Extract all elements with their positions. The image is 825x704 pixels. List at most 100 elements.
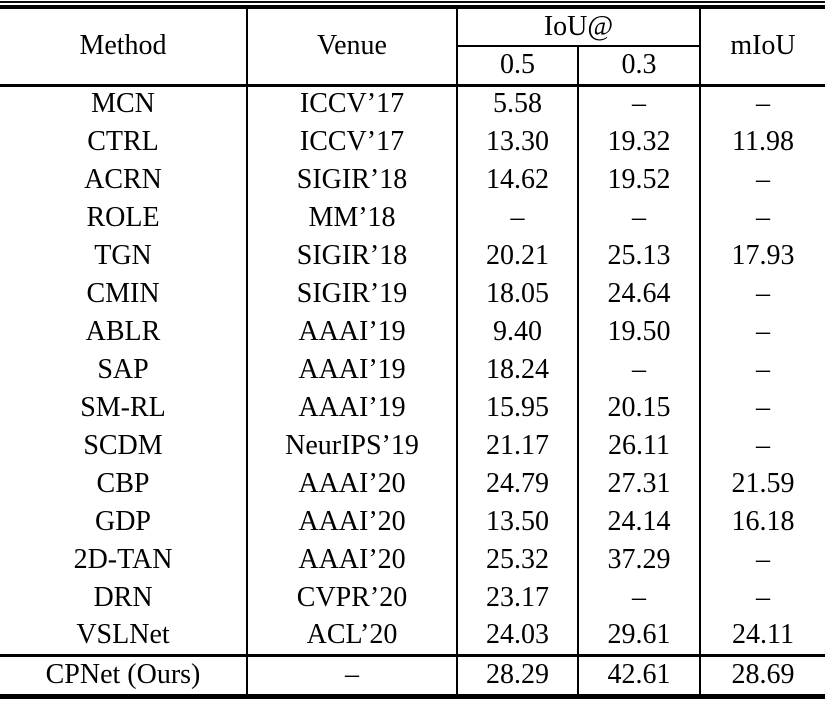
table-row: MCN ICCV’17 5.58 – – [0,85,825,124]
cell-iou03: – [577,199,700,238]
table-row: GDP AAAI’20 13.50 24.14 16.18 [0,503,825,542]
cell-iou03: – [577,85,700,124]
cell-venue: NeurIPS’19 [246,427,457,466]
table-row: ROLE MM’18 – – – [0,199,825,238]
cell-miou: – [699,351,825,390]
cell-venue: AAAI’20 [246,503,457,542]
header-iou-05: 0.5 [456,46,578,85]
cell-iou05: 21.17 [456,427,578,466]
cell-method: CPNet (Ours) [45,658,201,690]
cell-iou03: 19.52 [577,161,700,200]
cell-method: GDP [94,505,151,537]
cell-venue: AAAI’19 [246,313,457,352]
cell-iou03: 27.31 [577,465,700,504]
cell-venue: AAAI’20 [246,465,457,504]
table-row-ours: CPNet (Ours) – 28.29 42.61 28.69 [0,655,825,697]
cell-method: CBP [96,467,150,499]
cell-iou05: 13.30 [456,123,578,162]
cell-iou05: 18.05 [456,275,578,314]
cell-iou05: 24.03 [456,617,578,656]
table-row: SCDM NeurIPS’19 21.17 26.11 – [0,427,825,466]
header-method: Method [79,29,167,61]
table-body: MCN ICCV’17 5.58 – – CTRL ICCV’17 13.30 … [0,85,825,697]
table-row: CTRL ICCV’17 13.30 19.32 11.98 [0,123,825,162]
cell-venue: ICCV’17 [246,123,457,162]
cell-venue: SIGIR’18 [246,161,457,200]
cell-miou: 24.11 [699,617,825,656]
cell-miou: – [699,199,825,238]
cell-miou: – [699,313,825,352]
table-row: 2D-TAN AAAI’20 25.32 37.29 – [0,541,825,580]
cell-miou: – [699,541,825,580]
cell-iou05: 20.21 [456,237,578,276]
cell-iou03: 42.61 [577,655,700,697]
table-row: CBP AAAI’20 24.79 27.31 21.59 [0,465,825,504]
cell-miou: – [699,85,825,124]
cell-miou: – [699,427,825,466]
cell-miou: 16.18 [699,503,825,542]
cell-iou03: – [577,351,700,390]
cell-iou05: 13.50 [456,503,578,542]
cell-venue: CVPR’20 [246,579,457,618]
cell-method: SAP [97,353,149,385]
cell-method: MCN [91,88,155,120]
cell-iou05: – [456,199,578,238]
cell-miou: – [699,579,825,618]
cell-venue: SIGIR’19 [246,275,457,314]
cell-iou05: 18.24 [456,351,578,390]
table-row: CMIN SIGIR’19 18.05 24.64 – [0,275,825,314]
cell-iou05: 9.40 [456,313,578,352]
cell-method: SCDM [83,429,163,461]
table-row: ACRN SIGIR’18 14.62 19.52 – [0,161,825,200]
cell-miou: 28.69 [699,655,825,697]
cell-venue: AAAI’19 [246,389,457,428]
cell-method: TGN [94,239,152,271]
header-row-sub: 0.5 0.3 [0,46,825,85]
cell-miou: – [699,275,825,314]
cell-iou03: 29.61 [577,617,700,656]
cell-iou03: – [577,579,700,618]
cell-iou03: 26.11 [577,427,700,466]
cell-venue: – [246,655,457,697]
cell-miou: 11.98 [699,123,825,162]
cell-method: CTRL [87,125,159,157]
table-row: TGN SIGIR’18 20.21 25.13 17.93 [0,237,825,276]
cell-iou05: 23.17 [456,579,578,618]
cell-method: ABLR [85,315,161,347]
cell-iou03: 19.32 [577,123,700,162]
cell-iou03: 24.64 [577,275,700,314]
cell-method: SM-RL [80,391,166,423]
header-iou-03: 0.3 [577,46,700,85]
cell-miou: 17.93 [699,237,825,276]
cell-iou05: 24.79 [456,465,578,504]
cell-miou: – [699,161,825,200]
cell-iou03: 25.13 [577,237,700,276]
header-iou-group: IoU@ [456,7,700,47]
cell-venue: AAAI’20 [246,541,457,580]
cell-iou03: 19.50 [577,313,700,352]
cell-method: ROLE [86,201,160,233]
top-thin-rule [0,1,825,3]
table-row: ABLR AAAI’19 9.40 19.50 – [0,313,825,352]
table-row: SAP AAAI’19 18.24 – – [0,351,825,390]
header-venue: Venue [246,7,457,85]
cell-venue: ICCV’17 [246,85,457,124]
table-row: DRN CVPR’20 23.17 – – [0,579,825,618]
cell-iou05: 15.95 [456,389,578,428]
cell-miou: 21.59 [699,465,825,504]
cell-iou05: 25.32 [456,541,578,580]
cell-iou05: 5.58 [456,85,578,124]
table-row: SM-RL AAAI’19 15.95 20.15 – [0,389,825,428]
cell-method: 2D-TAN [73,543,173,575]
table-header: Method Venue IoU@ mIoU 0.5 0.3 [0,7,825,85]
cell-iou03: 37.29 [577,541,700,580]
cell-iou05: 14.62 [456,161,578,200]
cell-miou: – [699,389,825,428]
cell-venue: MM’18 [246,199,457,238]
cell-iou05: 28.29 [456,655,578,697]
cell-method: VSLNet [76,619,170,651]
cell-iou03: 24.14 [577,503,700,542]
cell-method: CMIN [86,277,160,309]
table-row: VSLNet ACL’20 24.03 29.61 24.11 [0,617,825,656]
